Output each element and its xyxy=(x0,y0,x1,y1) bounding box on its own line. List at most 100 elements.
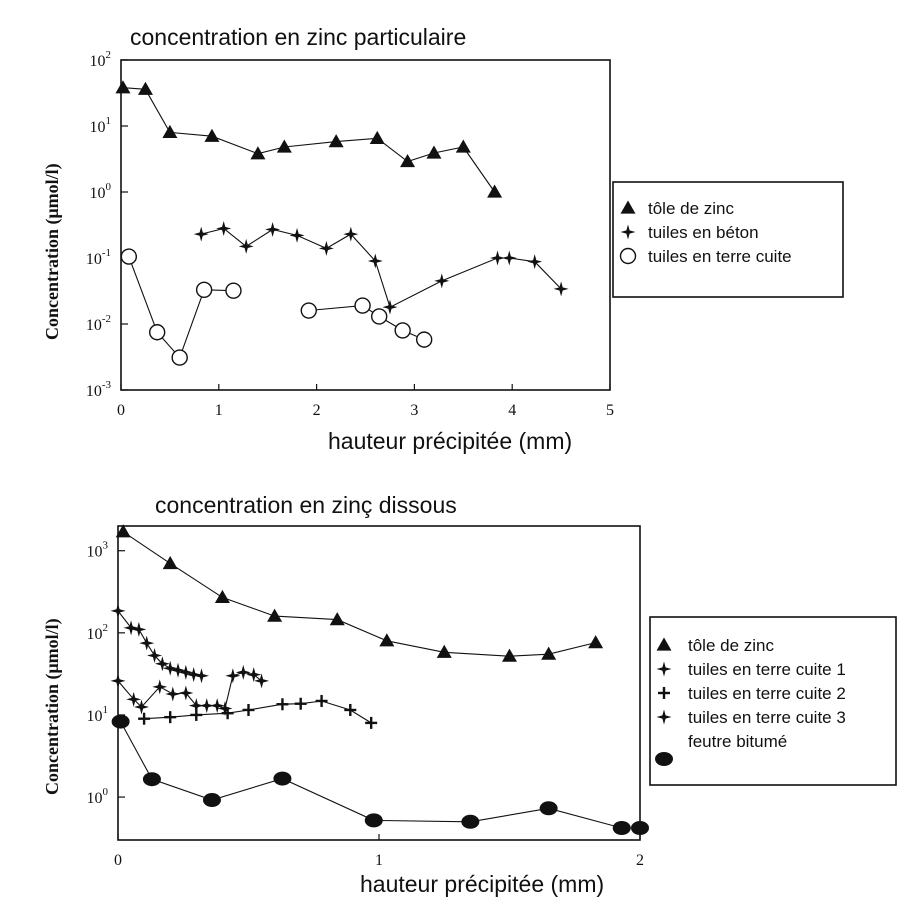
data-point xyxy=(369,130,385,144)
data-point xyxy=(110,673,126,689)
chart-1-y-axis-label: Concentration (μmol/l) xyxy=(42,163,63,340)
series-4 xyxy=(110,664,270,716)
data-point xyxy=(400,153,416,168)
series-line xyxy=(201,227,562,308)
data-point xyxy=(188,698,204,714)
x-tick-label: 1 xyxy=(215,402,223,419)
legend-label: tôle de zinc xyxy=(688,636,774,655)
series-line xyxy=(128,256,234,359)
data-point xyxy=(162,555,178,570)
legend-marker xyxy=(658,687,670,699)
data-point xyxy=(154,656,170,672)
x-tick-label: 5 xyxy=(606,402,614,419)
data-point xyxy=(379,633,395,647)
data-point xyxy=(204,128,220,142)
data-point xyxy=(487,184,503,198)
data-point xyxy=(343,226,359,242)
data-point xyxy=(186,667,202,683)
series-3 xyxy=(138,694,378,729)
data-point xyxy=(461,814,480,829)
chart-particulaire: concentration en zinc particulaire 10210… xyxy=(42,24,844,454)
legend-marker xyxy=(620,200,636,214)
x-tick-label: 0 xyxy=(114,852,122,869)
data-point xyxy=(328,134,344,148)
legend-marker xyxy=(656,661,672,677)
data-point xyxy=(315,694,328,707)
data-point xyxy=(394,322,411,339)
legend-marker xyxy=(656,709,672,725)
data-point xyxy=(164,711,177,724)
chart-2-y-ticks: 103 102 101 100 xyxy=(87,540,125,807)
data-point xyxy=(426,145,442,159)
data-point xyxy=(246,667,262,683)
data-point xyxy=(367,253,383,269)
series-line xyxy=(144,700,372,724)
data-point xyxy=(162,660,178,676)
legend-label: tuiles en béton xyxy=(648,223,759,242)
data-point xyxy=(165,686,181,702)
data-point xyxy=(120,248,138,265)
data-point xyxy=(631,821,649,836)
series-1 xyxy=(115,80,503,198)
chart-1-series xyxy=(115,80,569,366)
chart-1-plot-frame xyxy=(120,59,611,391)
series-2 xyxy=(110,603,210,684)
chart-2-y-axis-label: Concentration (μmol/l) xyxy=(42,618,63,795)
chart-1-legend-entries: tôle de zinc tuiles en béton tuiles en ter… xyxy=(619,199,792,266)
data-point xyxy=(110,603,126,619)
series-2 xyxy=(193,220,569,315)
data-point xyxy=(553,281,569,297)
x-tick-label: 2 xyxy=(636,852,644,869)
data-point xyxy=(273,771,292,786)
y-tick-label: 10-3 xyxy=(86,379,112,400)
y-tick-label: 102 xyxy=(90,49,112,70)
data-point xyxy=(436,644,452,658)
series-1 xyxy=(115,524,604,662)
data-point xyxy=(111,714,130,729)
data-point xyxy=(612,821,631,836)
data-point xyxy=(455,139,471,153)
data-point xyxy=(235,664,251,680)
x-tick-label: 2 xyxy=(313,402,321,419)
chart-2-legend xyxy=(649,616,897,786)
x-tick-label: 1 xyxy=(375,852,383,869)
data-point xyxy=(539,801,558,816)
chart-1-x-ticks: 0 1 2 3 4 5 xyxy=(117,384,614,419)
y-tick-label: 103 xyxy=(87,540,109,561)
data-point xyxy=(344,703,357,716)
data-point xyxy=(137,81,153,95)
legend-label: tuiles en terre cuite 1 xyxy=(688,660,846,679)
data-point xyxy=(502,648,517,662)
data-point xyxy=(216,220,232,236)
x-tick-label: 3 xyxy=(410,402,418,419)
data-point xyxy=(138,712,151,725)
data-point xyxy=(152,679,168,695)
x-tick-label: 4 xyxy=(508,402,516,419)
legend-marker xyxy=(655,752,673,766)
chart-1-title: concentration en zinc particulaire xyxy=(130,24,466,50)
data-point xyxy=(415,331,433,348)
data-point xyxy=(300,302,317,319)
chart-2-x-axis-label: hauteur précipitée (mm) xyxy=(360,871,604,897)
data-point xyxy=(147,647,163,663)
data-point xyxy=(139,635,155,651)
data-point xyxy=(490,250,506,266)
data-point xyxy=(148,324,166,341)
data-point xyxy=(217,700,233,716)
data-point xyxy=(214,589,230,604)
y-tick-label: 101 xyxy=(90,115,112,136)
chart-2-title: concentration en zinç dissous xyxy=(155,492,457,518)
data-point xyxy=(115,80,131,94)
x-tick-label: 0 xyxy=(117,402,125,419)
data-point xyxy=(382,299,398,315)
legend-marker xyxy=(620,224,636,240)
chart-dissous: concentration en zinç dissous 1031021011… xyxy=(42,492,897,897)
chart-1-y-ticks: 102 101 100 10-1 10-2 10-3 xyxy=(86,49,128,400)
series-line xyxy=(122,87,496,193)
data-point xyxy=(501,250,517,266)
y-tick-label: 100 xyxy=(87,786,109,807)
data-point xyxy=(527,254,543,270)
series-line xyxy=(117,671,262,710)
data-point xyxy=(123,620,139,636)
